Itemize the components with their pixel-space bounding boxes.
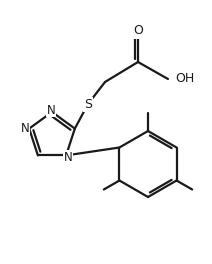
- Text: N: N: [21, 122, 29, 135]
- Text: N: N: [47, 103, 55, 116]
- Text: S: S: [84, 97, 92, 111]
- Text: OH: OH: [175, 73, 194, 86]
- Text: O: O: [133, 25, 143, 37]
- Text: N: N: [64, 151, 73, 164]
